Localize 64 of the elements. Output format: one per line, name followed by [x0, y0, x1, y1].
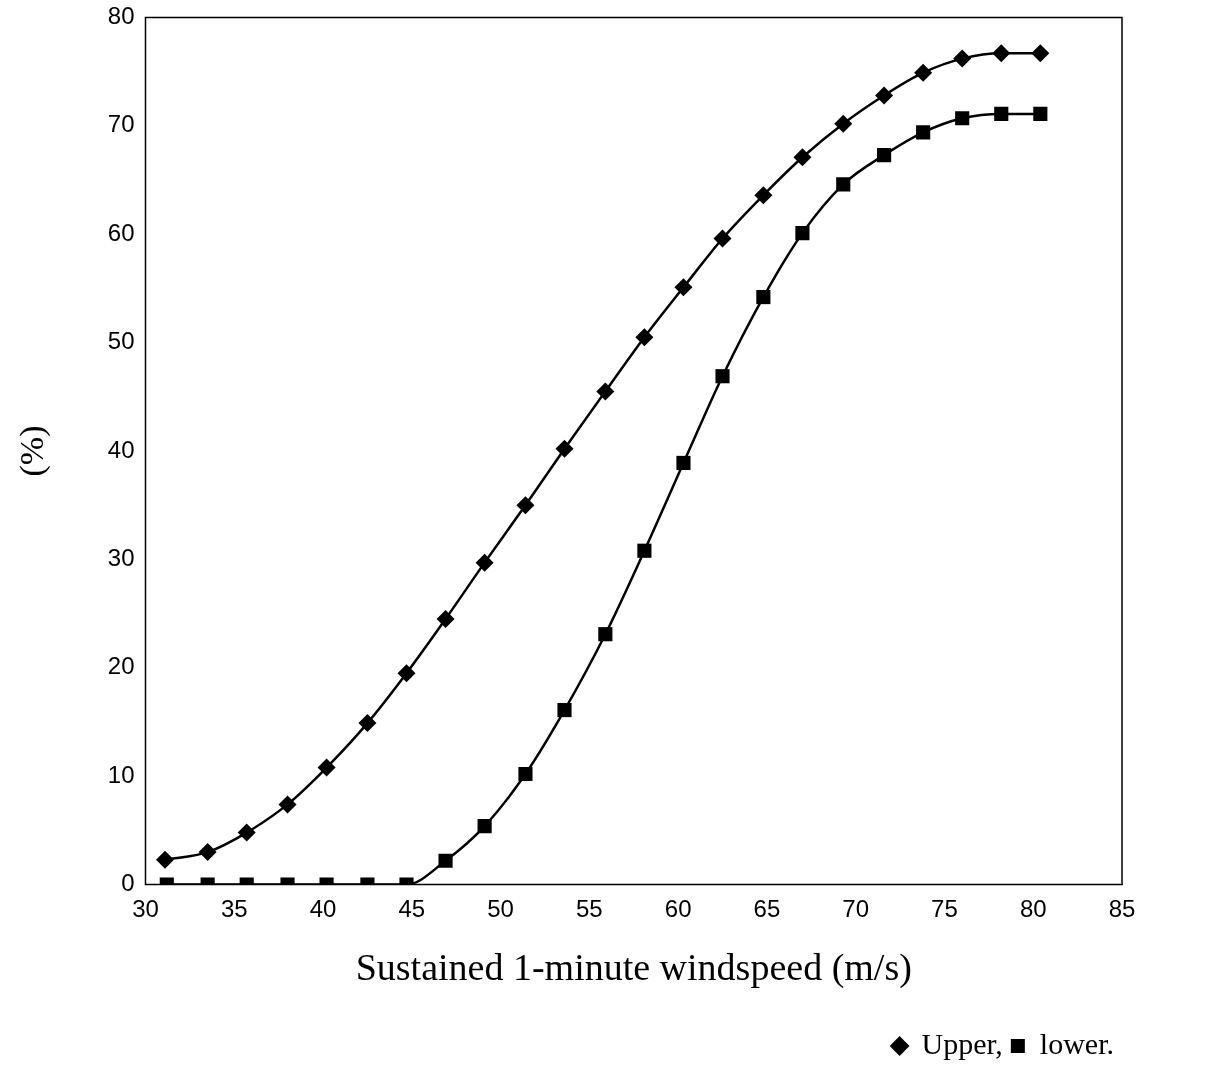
y-tick-label: 0 [121, 869, 135, 897]
point [475, 553, 494, 572]
point [756, 290, 771, 305]
point [1033, 106, 1048, 121]
point [877, 148, 892, 163]
point [635, 328, 654, 347]
y-tick-label: 60 [107, 218, 135, 246]
point [955, 111, 970, 126]
legend-label: Upper, [921, 1026, 1003, 1060]
x-tick-label: 65 [753, 894, 781, 922]
point [477, 818, 492, 834]
point [754, 186, 773, 205]
point [916, 125, 931, 140]
point [1031, 44, 1050, 63]
point [358, 714, 377, 733]
point [555, 439, 574, 458]
y-tick-label: 20 [107, 652, 135, 680]
x-tick-label: 80 [1019, 894, 1047, 922]
point [557, 703, 572, 718]
point [397, 664, 416, 683]
y-tick-label: 30 [107, 544, 135, 572]
x-axis-title: Sustained 1-minute windspeed (m/s) [355, 946, 912, 990]
y-tick-label: 40 [107, 435, 135, 463]
point [834, 114, 853, 133]
point [516, 496, 535, 515]
x-tick-label: 50 [487, 894, 514, 922]
y-tick-label: 80 [107, 2, 135, 30]
legend-label: lower. [1039, 1026, 1115, 1060]
point [875, 86, 894, 105]
x-tick-label: 40 [309, 894, 337, 922]
point [992, 44, 1011, 63]
y-axis-title: (%) [13, 425, 52, 477]
point [598, 627, 613, 642]
x-tick-label: 85 [1108, 894, 1136, 922]
point [237, 823, 256, 842]
x-tick-label: 35 [220, 894, 248, 922]
point [438, 853, 453, 868]
point [914, 63, 933, 82]
x-tick-label: 55 [576, 894, 603, 922]
point [836, 177, 851, 192]
x-tick-label: 30 [132, 894, 159, 922]
point [518, 766, 533, 782]
x-tick-label: 70 [842, 894, 870, 922]
point [676, 455, 691, 470]
x-tick-label: 60 [664, 894, 692, 922]
y-tick-label: 10 [107, 760, 135, 788]
point [596, 382, 615, 401]
point [713, 229, 732, 248]
x-tick-label: 45 [398, 894, 426, 922]
point [674, 278, 693, 297]
point [317, 758, 336, 777]
point [156, 850, 175, 869]
point [953, 49, 972, 68]
point [994, 106, 1009, 121]
y-tick-label: 70 [107, 110, 135, 138]
x-tick-label: 75 [931, 894, 958, 922]
point [715, 369, 730, 384]
y-tick-label: 50 [107, 327, 135, 355]
point [278, 795, 297, 814]
point [793, 148, 812, 167]
point [436, 610, 455, 629]
point [795, 226, 810, 241]
point [198, 843, 217, 862]
point [637, 543, 652, 558]
